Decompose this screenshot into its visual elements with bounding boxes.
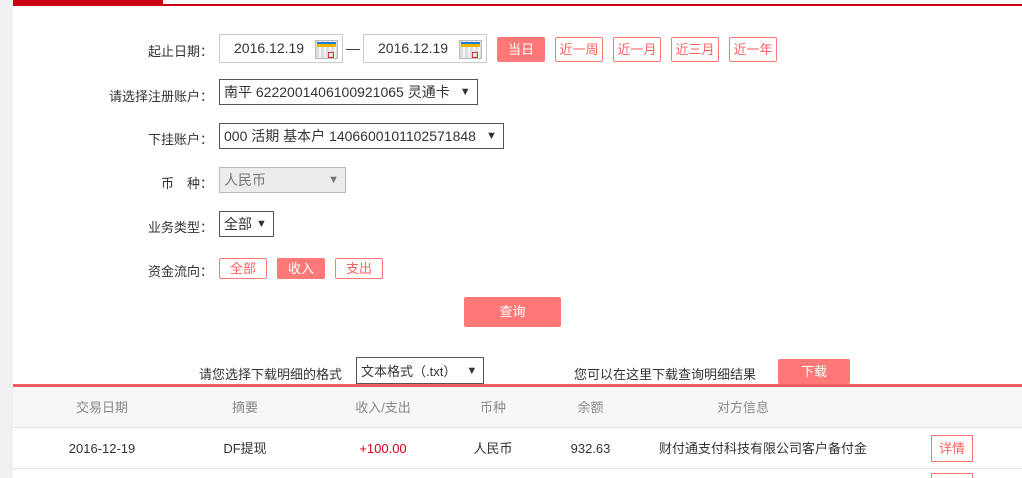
- calendar-icon[interactable]: [459, 40, 482, 59]
- header-date: 交易日期: [75, 400, 128, 415]
- flow-income-button[interactable]: 收入: [277, 258, 325, 279]
- next-row-detail-button[interactable]: [931, 473, 973, 478]
- end-date-value: 2016.12.19: [378, 40, 449, 56]
- row-date: 2016-12-19: [68, 441, 136, 456]
- range-today-button[interactable]: 当日: [497, 37, 545, 62]
- sub-account-label: 下挂账户：: [147, 132, 213, 147]
- download-button[interactable]: 下载: [778, 359, 850, 384]
- download-hint: 您可以在这里下载查询明细结果: [574, 367, 757, 382]
- row-currency: 人民币: [473, 441, 513, 456]
- download-bar: 请您选择下载明细的格式 文本格式（.txt） ▼ 您可以在这里下载查询明细结果 下…: [13, 350, 1022, 384]
- sub-account-value: 000 活期 基本户 1406600101102571848: [224, 128, 476, 144]
- download-format-select[interactable]: 文本格式（.txt） ▼: [356, 357, 485, 384]
- biz-type-value: 全部: [224, 216, 252, 232]
- chevron-down-icon: ▼: [256, 218, 267, 230]
- date-label: 起止日期：: [147, 44, 213, 59]
- row-amount: +100.00: [359, 441, 407, 456]
- account-label: 请选择注册账户：: [108, 89, 213, 104]
- download-format-label: 请您选择下载明细的格式: [199, 367, 343, 382]
- query-button[interactable]: 查询: [464, 297, 561, 327]
- row-counterparty: 财付通支付科技有限公司客户备付金: [658, 441, 867, 456]
- download-format-value: 文本格式（.txt）: [361, 364, 457, 379]
- date-separator: —: [346, 40, 360, 56]
- table-header: 交易日期 摘要 收入/支出 币种 余额 对方信息: [13, 387, 1022, 428]
- start-date-value: 2016.12.19: [234, 40, 305, 56]
- chevron-down-icon: ▼: [328, 174, 339, 186]
- header-balance: 余额: [577, 400, 604, 415]
- table-row: 2016-12-19 DF提现 +100.00 人民币 932.63 财付通支付…: [13, 429, 1022, 469]
- range-week-button[interactable]: 近一周: [555, 37, 603, 62]
- top-divider: [13, 4, 1022, 6]
- row-balance: 932.63: [570, 441, 611, 456]
- calendar-icon[interactable]: [315, 40, 338, 59]
- range-month-button[interactable]: 近一月: [613, 37, 661, 62]
- flow-expense-button[interactable]: 支出: [335, 258, 383, 279]
- header-amount: 收入/支出: [355, 400, 411, 415]
- currency-value: 人民币: [224, 172, 266, 188]
- header-counterparty: 对方信息: [716, 400, 769, 415]
- sub-account-select[interactable]: 000 活期 基本户 1406600101102571848 ▼: [219, 123, 504, 149]
- active-tab-indicator: [13, 0, 163, 6]
- header-currency: 币种: [479, 400, 506, 415]
- range-3months-button[interactable]: 近三月: [671, 37, 719, 62]
- biz-type-select[interactable]: 全部 ▼: [219, 211, 274, 237]
- chevron-down-icon: ▼: [466, 364, 478, 377]
- row-detail-button[interactable]: 详情: [931, 435, 973, 462]
- chevron-down-icon: ▼: [485, 130, 497, 142]
- range-year-button[interactable]: 近一年: [729, 37, 777, 62]
- flow-all-button[interactable]: 全部: [219, 258, 267, 279]
- header-summary: 摘要: [231, 400, 258, 415]
- chevron-down-icon: ▼: [459, 86, 471, 98]
- currency-label: 币 种：: [160, 176, 213, 191]
- account-select[interactable]: 南平 6222001406100921065 灵通卡 ▼: [219, 79, 478, 105]
- flow-label: 资金流向：: [147, 264, 213, 279]
- table-top-border: [13, 384, 1022, 387]
- biz-type-label: 业务类型：: [147, 220, 213, 235]
- end-date-input[interactable]: 2016.12.19: [363, 34, 487, 63]
- currency-select[interactable]: 人民币 ▼: [219, 167, 346, 193]
- row-summary: DF提现: [223, 441, 267, 456]
- start-date-input[interactable]: 2016.12.19: [219, 34, 343, 63]
- page: 起止日期： 2016.12.19 — 2016.12.19 当日 近一周 近一月…: [13, 0, 1022, 478]
- account-value: 南平 6222001406100921065 灵通卡: [224, 84, 450, 100]
